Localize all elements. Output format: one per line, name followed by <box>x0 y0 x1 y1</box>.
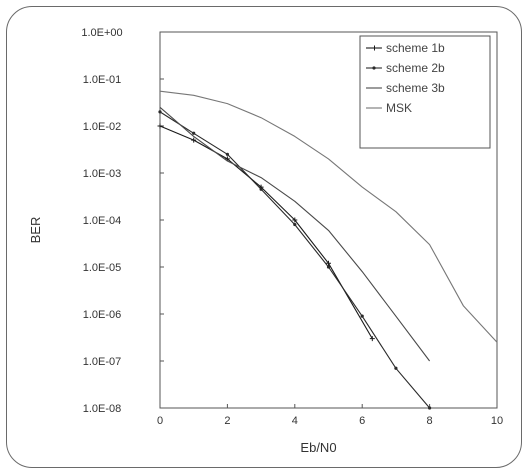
y-tick-label: 1.0E-08 <box>83 403 122 415</box>
y-tick-label: 1.0E+00 <box>81 27 122 39</box>
y-tick-label: 1.0E-02 <box>83 121 122 133</box>
legend-box <box>359 35 491 149</box>
y-tick-label: 1.0E-01 <box>83 74 122 86</box>
plot-area <box>159 31 498 409</box>
legend-label: scheme 2b <box>386 61 445 75</box>
y-axis-label: BER <box>28 217 43 244</box>
series-line-4 <box>159 90 498 343</box>
series-point <box>157 123 163 129</box>
series-point <box>158 110 162 114</box>
y-tick-label: 1.0E-04 <box>83 215 122 227</box>
series-line-1 <box>159 125 373 339</box>
legend-marker <box>372 66 376 70</box>
series-point <box>259 187 263 191</box>
x-axis-ticks: 0 2 4 6 8 10 <box>157 404 503 427</box>
series-point <box>326 260 331 266</box>
series-point <box>292 217 298 223</box>
x-tick-label: 0 <box>157 415 163 427</box>
x-tick-label: 2 <box>224 415 230 427</box>
y-tick-label: 1.0E-03 <box>83 168 122 180</box>
y-tick-label: 1.0E-06 <box>83 309 122 321</box>
series-point <box>225 152 229 156</box>
legend-marker <box>372 45 377 51</box>
y-tick-label: 1.0E-07 <box>83 356 122 368</box>
y-tick-label: 1.0E-05 <box>83 262 122 274</box>
y-axis-ticks: 1.0E+00 1.0E-01 1.0E-02 1.0E-03 1.0E-04 1.0E-… <box>81 27 164 415</box>
legend-label: scheme 3b <box>386 81 445 95</box>
series-point <box>428 406 432 410</box>
series-point <box>191 137 197 143</box>
legend: scheme 1b scheme 2b scheme 3b MSK <box>359 35 491 149</box>
series-line-3 <box>159 106 431 362</box>
series-layer <box>157 90 498 410</box>
legend-label: scheme 1b <box>386 41 445 55</box>
x-tick-label: 4 <box>292 415 298 427</box>
series-point <box>394 366 398 370</box>
x-tick-label: 10 <box>491 415 503 427</box>
x-tick-label: 6 <box>359 415 365 427</box>
legend-label: MSK <box>386 101 412 115</box>
series-point <box>326 265 331 269</box>
series-point <box>293 222 297 227</box>
x-tick-label: 8 <box>427 415 433 427</box>
series-line-2 <box>159 111 431 409</box>
series-point <box>360 314 364 318</box>
series-point <box>192 131 196 135</box>
series-point <box>369 336 375 342</box>
x-axis-label: Eb/N0 <box>300 440 336 455</box>
